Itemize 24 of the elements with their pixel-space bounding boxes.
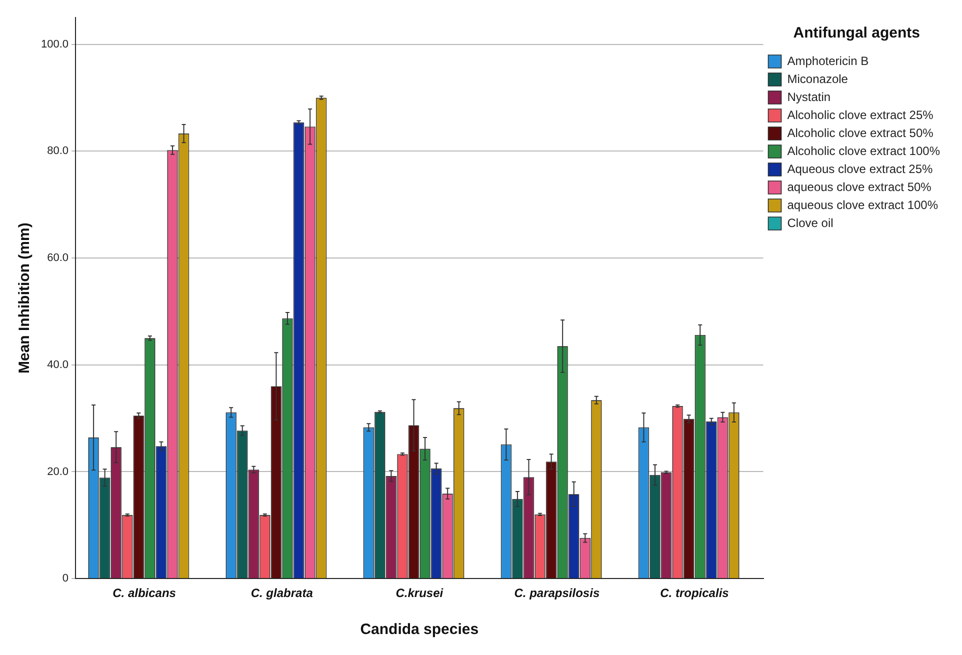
y-tick-label: 40.0 xyxy=(47,358,69,371)
x-tick-label: C. albicans xyxy=(112,586,176,600)
legend-label: Alcoholic clove extract 100% xyxy=(787,144,940,158)
x-tick-label: C. parapsilosis xyxy=(514,586,600,600)
legend-label: aqueous clove extract 100% xyxy=(787,198,938,212)
legend-label: Nystatin xyxy=(787,90,831,104)
y-tick-label: 60.0 xyxy=(47,252,69,264)
x-tick-label: C. glabrata xyxy=(250,586,314,600)
x-tick-label: C. tropicalis xyxy=(660,586,730,600)
legend-label: Amphotericin B xyxy=(787,54,869,68)
legend-title: Antifungal agents xyxy=(793,24,920,42)
y-tick-label: 20.0 xyxy=(47,466,69,478)
legend-label: aqueous clove extract 50% xyxy=(787,180,932,194)
y-axis-title: Mean Inhibition (mm) xyxy=(16,222,34,374)
legend-label: Alcoholic clove extract 25% xyxy=(787,108,934,122)
legend-label: Alcoholic clove extract 50% xyxy=(787,126,934,140)
y-tick-label: 0 xyxy=(62,572,69,585)
x-axis-title: Candida species xyxy=(360,621,479,638)
legend-label: Clove oil xyxy=(787,216,834,230)
legend-label: Aqueous clove extract 25% xyxy=(787,162,934,176)
y-tick-label: 100.0 xyxy=(40,38,69,50)
legend-label: Miconazole xyxy=(787,72,848,86)
x-tick-label: C.krusei xyxy=(396,586,444,600)
y-tick-label: 80.0 xyxy=(47,145,69,158)
